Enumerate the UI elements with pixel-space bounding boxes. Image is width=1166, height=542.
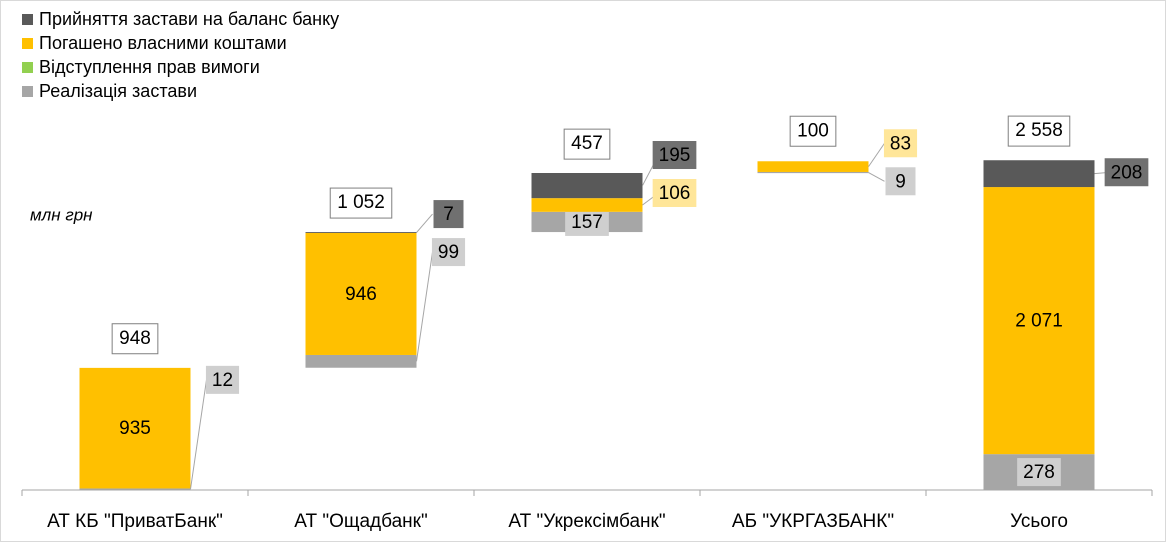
leader-line: [868, 172, 885, 182]
legend-label: Погашено власними коштами: [39, 33, 287, 53]
x-tick-label: АТ "Укрексімбанк": [508, 511, 665, 532]
value-label: 195: [659, 145, 691, 166]
x-tick-label: Усього: [1010, 511, 1068, 532]
value-label-box: [1104, 158, 1149, 187]
bar-segment: [757, 171, 869, 174]
value-label: 99: [438, 242, 459, 263]
value-label: 9: [895, 171, 906, 192]
unit-label: млн грн: [30, 205, 93, 224]
bar-segment: [305, 232, 417, 233]
value-label: 278: [1023, 462, 1055, 483]
total-box: [111, 323, 159, 355]
total-box: [789, 115, 837, 147]
total-box: [563, 128, 611, 160]
leader-line: [416, 251, 433, 362]
value-label-box: [433, 200, 464, 229]
legend-swatch: [22, 38, 33, 49]
total-label: 2 558: [1015, 120, 1063, 141]
bar-segment: [79, 367, 191, 489]
leader-line: [416, 213, 433, 233]
bar-segment: [983, 160, 1095, 188]
legend-swatch: [22, 62, 33, 73]
legend-label: Прийняття застави на баланс банку: [39, 9, 339, 29]
value-label-box: [652, 179, 697, 208]
total-label: 457: [571, 133, 603, 154]
total-box: [329, 187, 393, 219]
value-label: 935: [119, 418, 151, 439]
value-label-box: [1017, 458, 1061, 487]
x-tick-label: АБ "УКРГАЗБАНК": [732, 511, 894, 532]
value-label: 83: [890, 133, 911, 154]
bar-segment: [79, 488, 191, 490]
legend-label: Відступлення прав вимоги: [39, 57, 260, 77]
value-label-box: [883, 129, 918, 158]
value-label-box: [431, 238, 466, 267]
leader-line: [868, 142, 885, 167]
value-label: 2 071: [1015, 311, 1063, 332]
total-label: 1 052: [337, 192, 385, 213]
value-label: 106: [659, 183, 691, 204]
bar-segment: [531, 173, 643, 199]
bar-segment: [305, 354, 417, 368]
legend-swatch: [22, 86, 33, 97]
value-label: 12: [212, 370, 233, 391]
bar-segment: [305, 232, 417, 355]
leader-line: [190, 379, 207, 490]
total-label: 948: [119, 328, 151, 349]
value-label: 7: [443, 204, 454, 225]
value-label: 946: [345, 284, 377, 305]
value-label: 208: [1111, 162, 1143, 183]
value-label-box: [205, 365, 240, 394]
value-label-box: [652, 141, 697, 170]
value-label: 157: [571, 212, 603, 233]
total-label: 100: [797, 120, 829, 141]
x-tick-label: АТ "Ощадбанк": [294, 511, 427, 532]
x-tick-label: АТ КБ "ПриватБанк": [47, 511, 223, 532]
legend-label: Реалізація застави: [39, 81, 197, 101]
bar-segment: [757, 161, 869, 172]
legend-swatch: [22, 14, 33, 25]
value-label-box: [885, 167, 916, 196]
total-box: [1007, 115, 1071, 147]
bar-segment: [531, 198, 643, 212]
value-label-box: [565, 207, 609, 236]
bar-segment: [983, 187, 1095, 455]
